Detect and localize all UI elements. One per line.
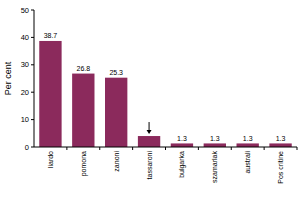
- x-tick: [297, 147, 298, 150]
- data-label: 1.3: [210, 135, 220, 142]
- x-tick: [264, 147, 265, 150]
- y-tick: [31, 92, 34, 93]
- category-label: szamarlak: [211, 151, 218, 183]
- category-label: pomona: [80, 151, 88, 176]
- bar: [237, 143, 259, 147]
- bars: [39, 41, 291, 147]
- data-label: 1.3: [177, 135, 187, 142]
- x-tick: [198, 147, 199, 150]
- chart-svg: 0 10 20 30 40 50 liardo pomona zanoni tassaroni bu…: [0, 0, 303, 202]
- data-label: 1.3: [243, 135, 253, 142]
- category-label: bulgarka: [178, 151, 186, 178]
- chart: 0 10 20 30 40 50 liardo pomona zanoni tassaroni bu…: [0, 0, 303, 202]
- data-label: 26.8: [77, 65, 91, 72]
- y-tick: [31, 64, 34, 65]
- x-tick: [66, 147, 67, 150]
- bar: [204, 143, 226, 147]
- y-tick: [31, 119, 34, 120]
- y-tick-label: 20: [21, 88, 29, 97]
- category-label: Pos critine: [277, 151, 284, 184]
- bar: [39, 41, 61, 147]
- arrow-shaft: [149, 122, 150, 131]
- bar: [269, 143, 291, 147]
- bar: [171, 143, 193, 147]
- y-tick-label: 30: [21, 60, 29, 69]
- arrow-head: [147, 130, 152, 134]
- y-tick-label: 40: [21, 33, 29, 42]
- bar: [105, 78, 127, 147]
- data-label: 1.3: [276, 135, 286, 142]
- y-tick: [31, 37, 34, 38]
- y-tick-label: 0: [25, 143, 29, 152]
- y-tick: [31, 10, 34, 11]
- y-axis-label: Per cent: [3, 61, 13, 95]
- y-tick-label: 50: [21, 6, 29, 15]
- bar: [72, 74, 94, 147]
- data-label: 38.7: [44, 32, 58, 39]
- x-tick: [99, 147, 100, 150]
- category-label: australi: [244, 151, 251, 174]
- category-label: tassaroni: [146, 151, 153, 180]
- x-tick: [165, 147, 166, 150]
- bar: [138, 136, 160, 147]
- category-label: zanoni: [113, 151, 120, 172]
- x-tick: [132, 147, 133, 150]
- y-tick-label: 10: [21, 115, 29, 124]
- category-label: liardo: [47, 151, 54, 168]
- data-label: 25.3: [109, 69, 123, 76]
- y-tick: [31, 147, 34, 148]
- y-axis: [34, 10, 35, 147]
- x-tick: [231, 147, 232, 150]
